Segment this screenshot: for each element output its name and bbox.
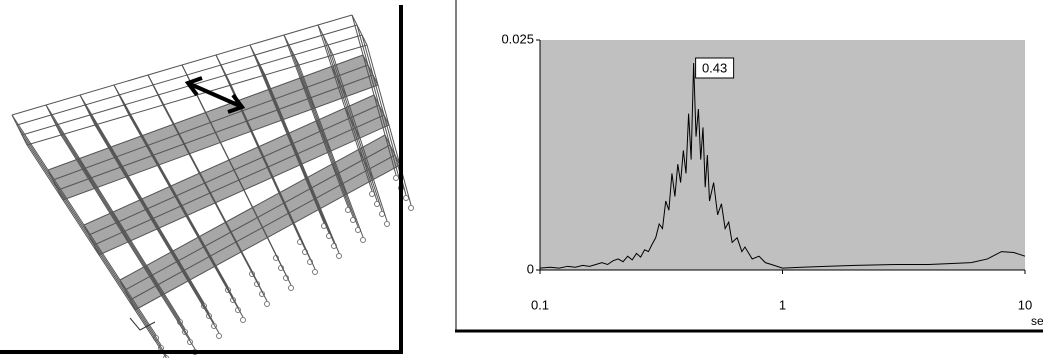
beam	[12, 115, 27, 145]
support	[265, 302, 270, 307]
x-tick-label: 0.1	[531, 297, 549, 312]
support	[404, 196, 409, 201]
page: {"chart_data": {"type": "line", "x": [0.…	[0, 0, 1043, 358]
plot-area	[540, 40, 1025, 270]
support	[289, 286, 294, 291]
support	[337, 254, 342, 259]
support	[394, 176, 399, 181]
support	[241, 318, 246, 323]
support	[361, 238, 366, 243]
x-tick-label: 10	[1018, 297, 1032, 312]
figure: 0 0.025 0.1 1 10 sec 0.43	[0, 0, 1043, 358]
support	[313, 270, 318, 275]
beam	[114, 85, 129, 115]
spectrum-chart: 0 0.025 0.1 1 10 sec 0.43	[501, 31, 1043, 328]
y-tick-label: 0.025	[501, 31, 534, 46]
x-tick-label: 1	[779, 297, 786, 312]
y-tick-label: 0	[527, 261, 534, 276]
beam	[80, 95, 95, 125]
beam	[148, 75, 163, 105]
beam	[216, 55, 231, 85]
support	[409, 206, 414, 211]
annotation: 0.43	[702, 60, 727, 75]
beam	[284, 35, 299, 65]
support	[385, 222, 390, 227]
support	[217, 334, 222, 339]
beam	[46, 105, 61, 135]
x-axis-label: sec	[1031, 314, 1043, 328]
building-model	[12, 15, 414, 358]
beam	[250, 45, 265, 75]
beam	[318, 25, 333, 55]
